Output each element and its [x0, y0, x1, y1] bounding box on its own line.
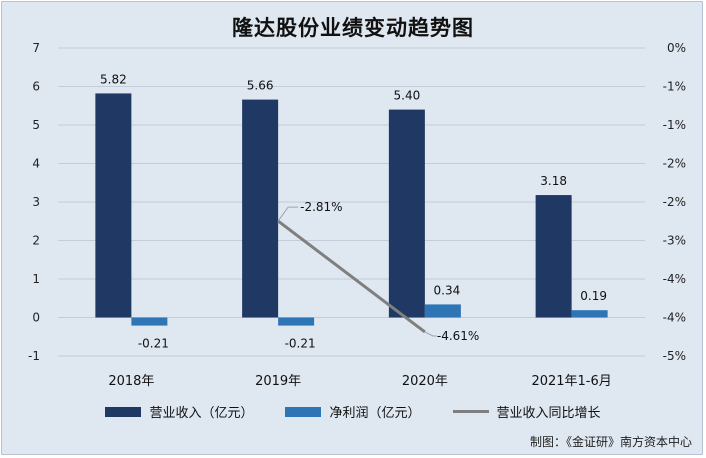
net-profit-data-label: 0.34	[434, 283, 461, 297]
y-right-tick-label: -1%	[663, 80, 686, 94]
revenue-bar	[95, 93, 132, 318]
x-tick-label: 2018年	[108, 374, 154, 389]
net-profit-bar	[278, 317, 315, 326]
net-profit-data-label: -0.21	[138, 337, 169, 351]
y-left-tick-label: 0	[32, 311, 40, 325]
legend-swatch-net-profit	[285, 406, 322, 417]
y-right-tick-label: -3%	[663, 234, 686, 248]
y-left-tick-label: 4	[32, 157, 40, 171]
y-right-tick-label: -1%	[663, 118, 686, 132]
legend-swatch-growth	[452, 410, 489, 413]
x-tick-label: 2020年	[402, 374, 448, 389]
y-left-tick-label: 7	[32, 41, 40, 55]
legend-item-revenue: 营业收入（亿元）	[105, 402, 253, 421]
revenue-bar	[242, 99, 279, 318]
revenue-data-label: 5.40	[394, 89, 421, 103]
y-left-tick-label: 3	[32, 195, 40, 209]
growth-line	[277, 219, 426, 334]
revenue-bar	[388, 109, 425, 318]
source-credit: 制图：《金证研》南方资本中心	[529, 435, 692, 449]
legend-item-net-profit: 净利润（亿元）	[285, 402, 421, 421]
growth-data-label: -2.81%	[300, 200, 342, 214]
legend-label-revenue: 营业收入（亿元）	[149, 406, 254, 421]
y-left-tick-label: 5	[32, 118, 40, 132]
net-profit-bar	[571, 310, 608, 318]
growth-leader-line	[424, 331, 437, 337]
growth-leader-line	[277, 206, 299, 222]
net-profit-data-label: -0.21	[285, 337, 316, 351]
legend-label-growth: 营业收入同比增长	[496, 406, 601, 421]
x-tick-label: 2021年1-6月	[531, 374, 611, 389]
y-right-tick-label: -4%	[663, 272, 686, 286]
net-profit-bar	[131, 317, 168, 326]
revenue-data-label: 5.66	[247, 79, 274, 93]
y-right-tick-label: -4%	[663, 311, 686, 325]
net-profit-bar	[424, 304, 461, 318]
legend-label-net-profit: 净利润（亿元）	[329, 406, 421, 421]
chart-title: 隆达股份业绩变动趋势图	[232, 16, 474, 40]
revenue-data-label: 5.82	[100, 72, 127, 86]
y-left-tick-label: -1	[28, 349, 40, 363]
legend-item-growth: 营业收入同比增长	[452, 402, 601, 421]
revenue-data-label: 3.18	[540, 174, 567, 188]
y-right-tick-label: -5%	[663, 349, 686, 363]
legend-swatch-revenue	[105, 406, 142, 417]
y-left-tick-label: 2	[32, 234, 40, 248]
y-left-tick-label: 1	[32, 272, 40, 286]
legend: 营业收入（亿元） 净利润（亿元） 营业收入同比增长	[0, 402, 706, 421]
y-right-tick-label: -2%	[663, 157, 686, 171]
y-right-tick-label: 0%	[667, 41, 686, 55]
net-profit-data-label: 0.19	[580, 289, 607, 303]
y-left-tick-label: 6	[32, 80, 40, 94]
x-tick-label: 2019年	[255, 374, 301, 389]
y-right-tick-label: -2%	[663, 195, 686, 209]
growth-data-label: -4.61%	[437, 329, 479, 343]
revenue-bar	[535, 195, 572, 318]
